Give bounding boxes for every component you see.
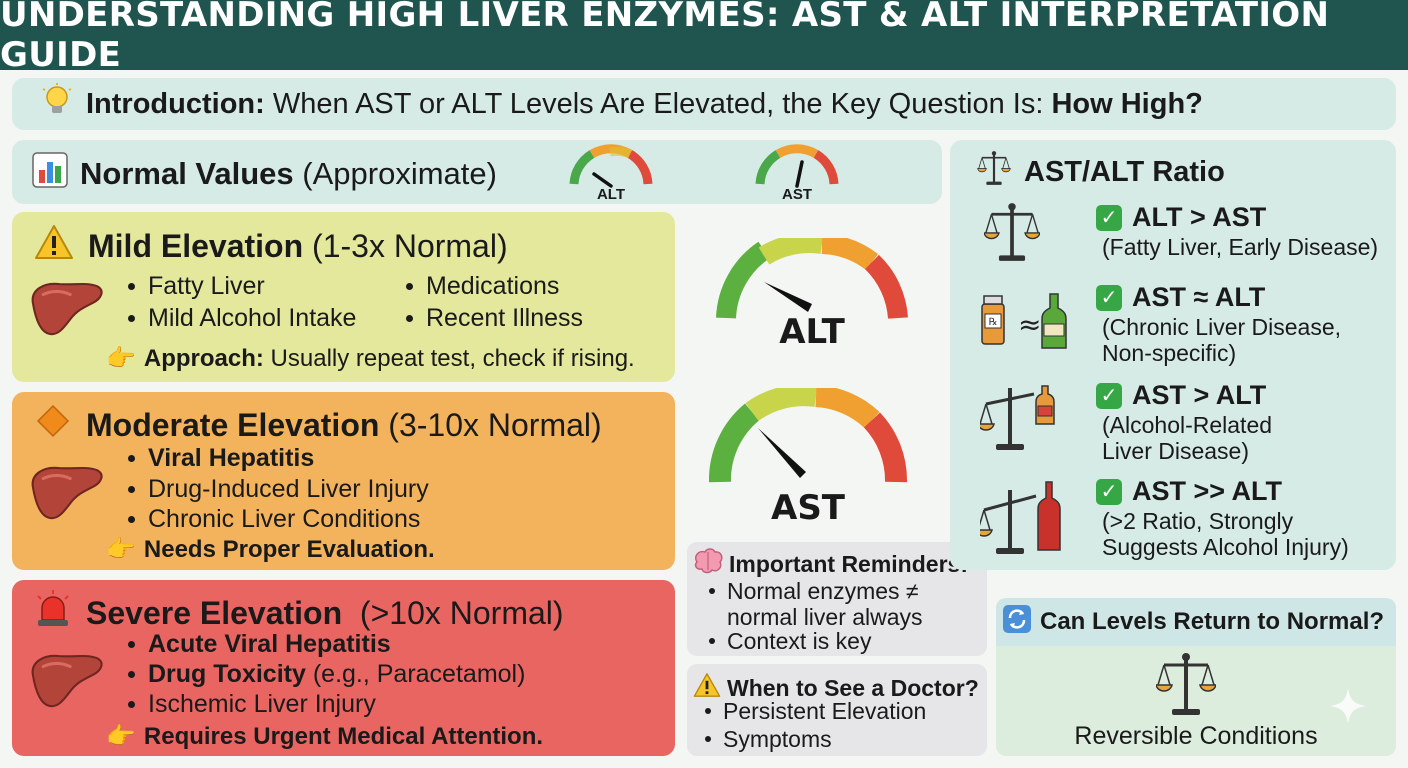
liver-icon	[31, 654, 104, 708]
ratio-item-title: ✓ AST > ALT	[1096, 380, 1266, 411]
severe-note: 👉 Requires Urgent Medical Attention.	[106, 722, 544, 751]
moderate-title: Moderate Elevation (3-10x Normal)	[34, 402, 602, 448]
header-banner: UNDERSTANDING HIGH LIVER ENZYMES: AST & …	[0, 0, 1408, 75]
liver-icon	[31, 282, 104, 336]
mild-title-rest: (1-3x Normal)	[303, 227, 508, 264]
sparkle-icon	[1330, 688, 1366, 724]
tilted-scale-bottle-icon	[980, 481, 1061, 554]
ast-gauge-label: AST	[771, 488, 845, 528]
ratio-item-sub: (Alcohol-Related Liver Disease)	[1102, 412, 1273, 464]
list-item: Acute Viral Hepatitis	[128, 630, 391, 659]
normal-values-bold: Normal Values	[80, 156, 294, 191]
ratio-item-title: ✓ AST >> ALT	[1096, 476, 1282, 507]
mild-title: Mild Elevation (1-3x Normal)	[34, 224, 508, 268]
small-ast-gauge: AST	[754, 144, 840, 204]
svg-text:≈: ≈	[1018, 308, 1041, 341]
alarm-icon	[34, 590, 72, 636]
alt-gauge-label: ALT	[779, 312, 845, 352]
list-item: Drug Toxicity (e.g., Paracetamol)	[128, 660, 525, 689]
check-icon: ✓	[1096, 478, 1122, 505]
check-icon: ✓	[1096, 284, 1122, 311]
mild-approach: 👉 Approach: Usually repeat test, check i…	[106, 344, 635, 373]
mild-elevation-card: Mild Elevation (1-3x Normal) Fatty Liver…	[12, 212, 675, 382]
list-item: Fatty Liver	[128, 272, 265, 301]
important-reminders-box: Important Reminders: Normal enzymes ≠ no…	[687, 542, 987, 656]
alt-gauge: ALT	[712, 233, 912, 358]
ratio-item-sub: (Fatty Liver, Early Disease)	[1102, 234, 1379, 260]
normal-values-bar: Normal Values (Approximate) ALT AST	[12, 140, 942, 204]
list-item: Ischemic Liver Injury	[128, 690, 376, 719]
scale-icon	[974, 150, 1014, 194]
list-item: Normal enzymes ≠ normal liver always	[709, 578, 969, 630]
list-item: Chronic Liver Conditions	[128, 505, 420, 534]
doctor-title: When to See a Doctor?	[693, 672, 979, 704]
list-item: Symptoms	[705, 726, 832, 753]
list-item: Drug-Induced Liver Injury	[128, 475, 429, 504]
page-title: UNDERSTANDING HIGH LIVER ENZYMES: AST & …	[0, 0, 1330, 75]
moderate-elevation-card: Moderate Elevation (3-10x Normal) Viral …	[12, 392, 675, 570]
intro-emphasis: How High?	[1051, 87, 1203, 120]
list-item: Context is key	[709, 628, 871, 655]
ratio-item-title: ✓ ALT > AST	[1096, 202, 1266, 233]
liver-icon	[31, 466, 104, 520]
return-to-normal-box: Can Levels Return to Normal? Reversible …	[996, 598, 1396, 756]
ast-gauge: AST	[706, 384, 910, 528]
brain-icon	[693, 548, 723, 580]
severe-title: Severe Elevation (>10x Normal)	[34, 590, 564, 636]
ratio-item-title: ✓ AST ≈ ALT	[1096, 282, 1265, 313]
ratio-item-sub: (>2 Ratio, Strongly Suggests Alcohol Inj…	[1102, 508, 1349, 560]
pointing-hand-icon: 👉	[106, 723, 136, 750]
small-ast-label: AST	[782, 186, 812, 203]
pointing-hand-icon: 👉	[106, 536, 136, 563]
small-alt-label: ALT	[596, 186, 626, 203]
check-icon: ✓	[1096, 204, 1122, 231]
warning-icon	[34, 224, 74, 268]
bar-chart-icon	[32, 152, 68, 196]
small-alt-gauge: ALT	[568, 144, 654, 204]
normal-values-label: Normal Values (Approximate)	[32, 152, 497, 196]
ast-alt-ratio-panel: AST/ALT Ratio ✓ ALT > AST (Fatty Liver, E…	[950, 140, 1396, 570]
list-item: Medications	[406, 272, 559, 301]
balanced-scale-icon	[984, 201, 1040, 263]
ratio-item-sub: (Chronic Liver Disease, Non-specific)	[1102, 314, 1342, 366]
return-title: Can Levels Return to Normal?	[996, 598, 1396, 646]
see-doctor-box: When to See a Doctor? Persistent Elevati…	[687, 664, 987, 756]
list-item: Viral Hepatitis	[128, 444, 314, 473]
reminders-title: Important Reminders:	[693, 548, 968, 580]
moderate-note: 👉 Needs Proper Evaluation.	[106, 535, 435, 564]
normal-values-rest: (Approximate)	[293, 156, 497, 191]
pointing-hand-icon: 👉	[106, 345, 136, 372]
return-footer: Reversible Conditions	[1074, 722, 1318, 750]
intro-bar: Introduction: When AST or ALT Levels Are…	[12, 78, 1396, 130]
mild-title-bold: Mild Elevation	[88, 227, 304, 264]
intro-text: When AST or ALT Levels Are Elevated, the…	[264, 87, 1052, 120]
ratio-title: AST/ALT Ratio	[974, 150, 1225, 194]
list-item: Recent Illness	[406, 304, 583, 333]
list-item: Persistent Elevation	[705, 698, 926, 725]
warning-icon	[693, 672, 721, 704]
lightbulb-icon	[40, 83, 74, 125]
check-icon: ✓	[1096, 382, 1122, 409]
tilted-scale-icon	[980, 385, 1055, 450]
diamond-icon	[34, 402, 72, 448]
balanced-scale-icon	[1156, 651, 1216, 717]
intro-lead: Introduction:	[86, 87, 265, 120]
svg-text:℞: ℞	[989, 317, 998, 328]
bottles-icon: ℞ ≈	[981, 293, 1067, 349]
list-item: Mild Alcohol Intake	[128, 304, 356, 333]
refresh-icon	[1002, 604, 1032, 641]
severe-elevation-card: Severe Elevation (>10x Normal) Acute Vir…	[12, 580, 675, 756]
